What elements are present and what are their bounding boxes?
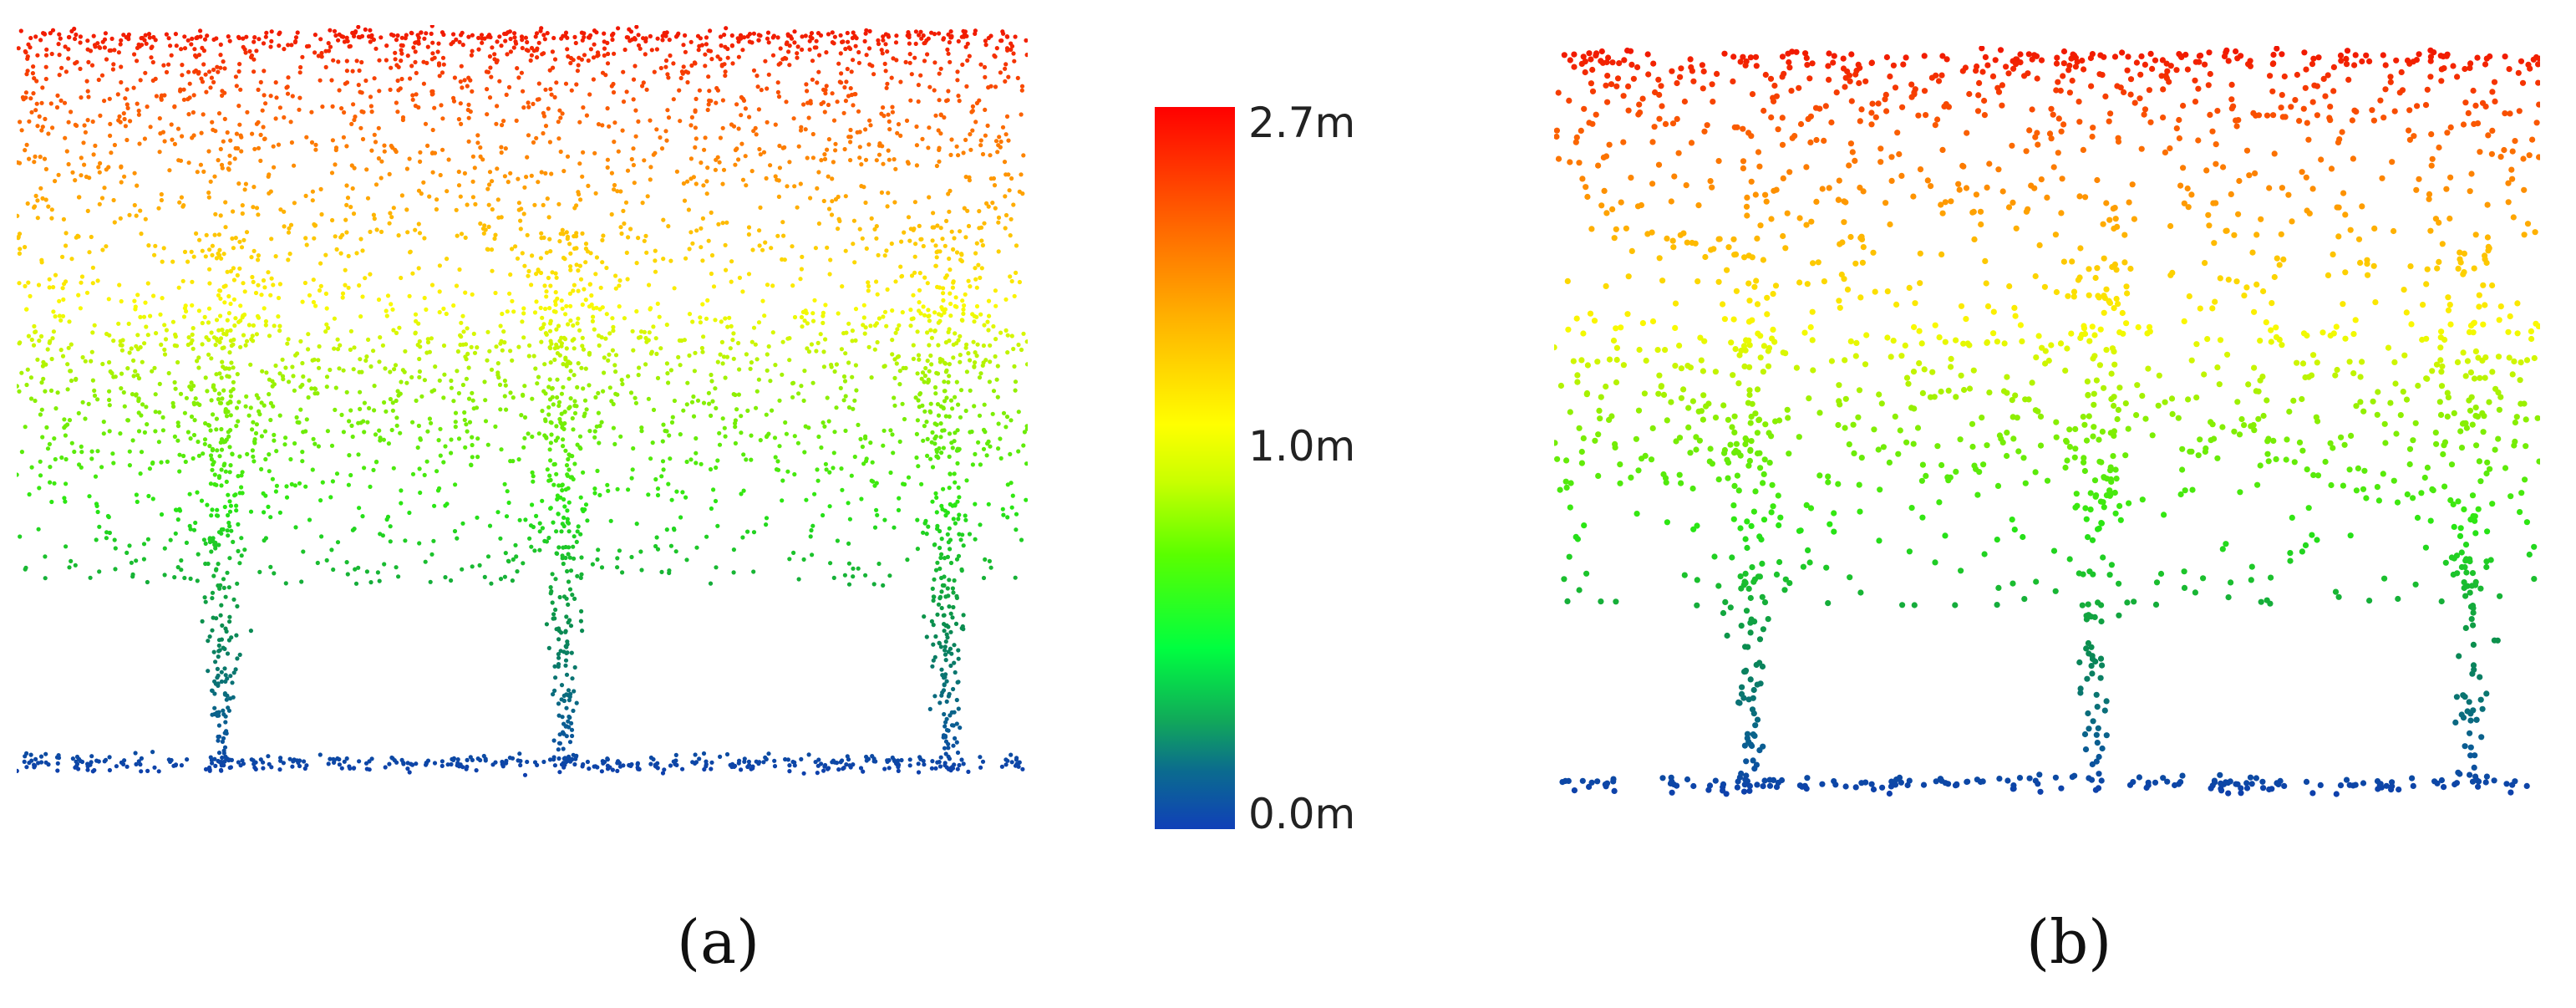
point-cloud-b — [1554, 46, 2540, 797]
caption-a: (a) — [677, 907, 760, 977]
colorbar-max-label: 2.7m — [1248, 99, 1356, 147]
colorbar-min-label: 0.0m — [1248, 790, 1356, 838]
colorbar-mid-label: 1.0m — [1248, 422, 1356, 471]
point-cloud-panel-a — [17, 25, 1028, 827]
height-colorbar — [1155, 107, 1235, 829]
point-cloud-points — [1554, 46, 2540, 797]
caption-b: (b) — [2026, 907, 2112, 977]
point-cloud-panel-b — [1554, 46, 2540, 848]
point-cloud-points — [17, 25, 1028, 777]
point-cloud-a — [17, 25, 1028, 777]
